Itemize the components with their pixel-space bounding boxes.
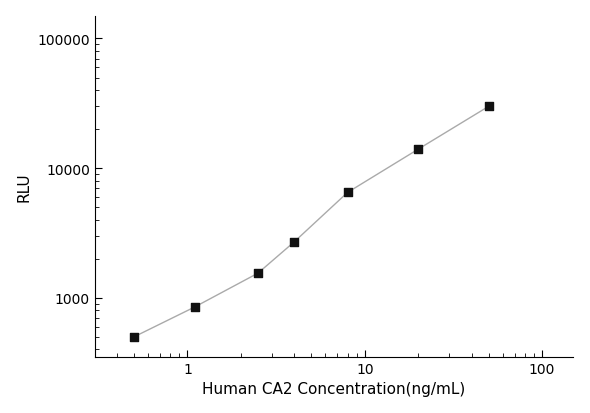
Point xyxy=(343,190,352,196)
Y-axis label: RLU: RLU xyxy=(17,172,32,202)
Point xyxy=(190,304,199,311)
X-axis label: Human CA2 Concentration(ng/mL): Human CA2 Concentration(ng/mL) xyxy=(202,382,466,396)
Point xyxy=(484,104,493,110)
Point xyxy=(253,270,263,277)
Point xyxy=(414,147,423,153)
Point xyxy=(290,239,299,246)
Point xyxy=(129,334,139,340)
